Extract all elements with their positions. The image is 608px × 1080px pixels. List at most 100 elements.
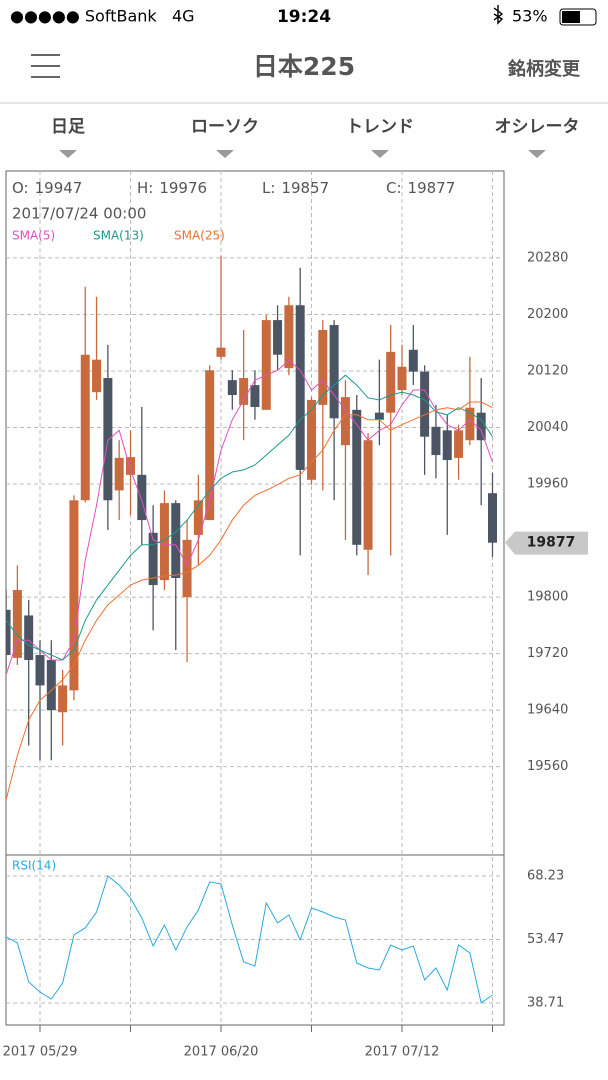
legend-entry: SMA(25) — [174, 229, 225, 243]
candle-body — [46, 659, 56, 711]
ohlc-info: L: 19857 — [262, 179, 329, 197]
candle-body — [295, 305, 305, 470]
nav-title: 日本225 — [253, 52, 355, 81]
candle-body — [12, 590, 22, 658]
candle-body — [465, 407, 475, 441]
candle-body — [182, 539, 192, 598]
change-symbol[interactable]: 銘柄変更 — [508, 58, 581, 80]
bluetooth-icon — [493, 5, 504, 25]
candle-body — [363, 440, 373, 550]
candle-body — [273, 320, 283, 355]
x-tick-label: 2017 05/29 — [3, 1045, 78, 1060]
y-tick-label: 20280 — [527, 250, 568, 265]
x-tick-label: 2017 07/12 — [365, 1045, 440, 1060]
tab-arrow — [59, 150, 77, 158]
tab-label: オシレータ — [495, 117, 580, 137]
y-tick-label: 19640 — [527, 703, 568, 718]
ohlc-info: H: 19976 — [137, 179, 207, 197]
candle-body — [80, 354, 90, 501]
candle-body — [24, 615, 34, 660]
candle-body — [250, 385, 260, 408]
candle-body — [114, 457, 124, 491]
battery-fill — [562, 11, 580, 23]
tab[interactable]: トレンド — [346, 117, 414, 158]
y-tick-label: 20200 — [527, 307, 568, 322]
candle-body — [307, 399, 316, 480]
network: 4G — [172, 7, 195, 26]
chart-frame — [5, 170, 505, 1026]
candle-body — [420, 371, 430, 437]
candle-body — [488, 493, 497, 543]
candle-body — [92, 359, 102, 393]
price-tag-label: 19877 — [527, 535, 576, 551]
rsi-label: RSI(14) — [12, 859, 56, 873]
date-label: 2017/07/24 00:00 — [12, 205, 146, 223]
candle-body — [205, 370, 215, 521]
candle-body — [374, 412, 384, 420]
candle-body — [261, 320, 271, 410]
ohlc-value: 19976 — [159, 179, 207, 197]
candle-body — [69, 500, 79, 691]
ohlc-label: C: — [386, 179, 402, 197]
ohlc-value: 19947 — [35, 179, 83, 197]
ohlc-label: O: — [12, 179, 29, 197]
time: 19:24 — [277, 7, 331, 27]
ohlc-value: 19877 — [408, 179, 456, 197]
y-tick-label: 20040 — [527, 420, 568, 435]
legend-entry: SMA(5) — [12, 229, 55, 243]
candle-body — [35, 655, 45, 686]
candle-body — [148, 532, 158, 586]
y-tick-label: 19960 — [527, 477, 568, 492]
battery-level: 53% — [512, 7, 548, 26]
candle-body — [340, 397, 350, 446]
tab[interactable]: ローソク — [191, 117, 259, 158]
ohlc-info: C: 19877 — [386, 179, 455, 197]
candle-body — [454, 430, 464, 458]
tab[interactable]: 日足 — [51, 117, 85, 158]
y-tick-label: 19720 — [527, 646, 568, 661]
candle-body — [216, 347, 226, 357]
y-tick-label: 20120 — [527, 363, 568, 378]
candle-body — [352, 409, 362, 545]
rsi-line — [6, 875, 493, 1004]
y-tick-label: 19560 — [527, 759, 568, 774]
candle-body — [137, 474, 147, 521]
candle-body — [227, 380, 237, 395]
sma-line — [6, 359, 493, 675]
candle-body — [476, 412, 486, 441]
ohlc-label: L: — [262, 179, 275, 197]
candle-body — [58, 685, 68, 713]
rsi-tick-label: 38.71 — [527, 996, 564, 1011]
candle-body — [239, 378, 249, 405]
sma-line — [6, 401, 493, 801]
ohlc-value: 19857 — [281, 179, 329, 197]
tab-label: ローソク — [191, 117, 259, 137]
candle-body — [126, 457, 135, 475]
candle-body — [329, 325, 339, 419]
tab-arrow — [528, 150, 546, 158]
menu-button[interactable] — [31, 54, 60, 78]
candle-body — [193, 500, 203, 535]
price-tag — [505, 531, 588, 555]
candle-body — [6, 609, 11, 656]
candle-body — [442, 430, 452, 461]
candle-body — [159, 503, 169, 581]
rsi-tick-label: 68.23 — [527, 868, 564, 883]
tab-label: トレンド — [346, 117, 414, 137]
ohlc-info: O: 19947 — [12, 179, 82, 197]
candle-body — [431, 426, 441, 456]
candle-body — [171, 503, 181, 579]
tab[interactable]: オシレータ — [495, 117, 580, 158]
candle-body — [397, 366, 407, 391]
candle-body — [318, 329, 328, 405]
sma-line — [6, 374, 493, 661]
candle-body — [103, 378, 113, 501]
candle-body — [284, 305, 294, 369]
tab-arrow — [371, 150, 389, 158]
tab-arrow — [216, 150, 234, 158]
rsi-tick-label: 53.47 — [527, 932, 564, 947]
candle-body — [386, 351, 396, 413]
x-tick-label: 2017 06/20 — [184, 1045, 259, 1060]
tab-label: 日足 — [51, 117, 85, 137]
ohlc-label: H: — [137, 179, 153, 197]
